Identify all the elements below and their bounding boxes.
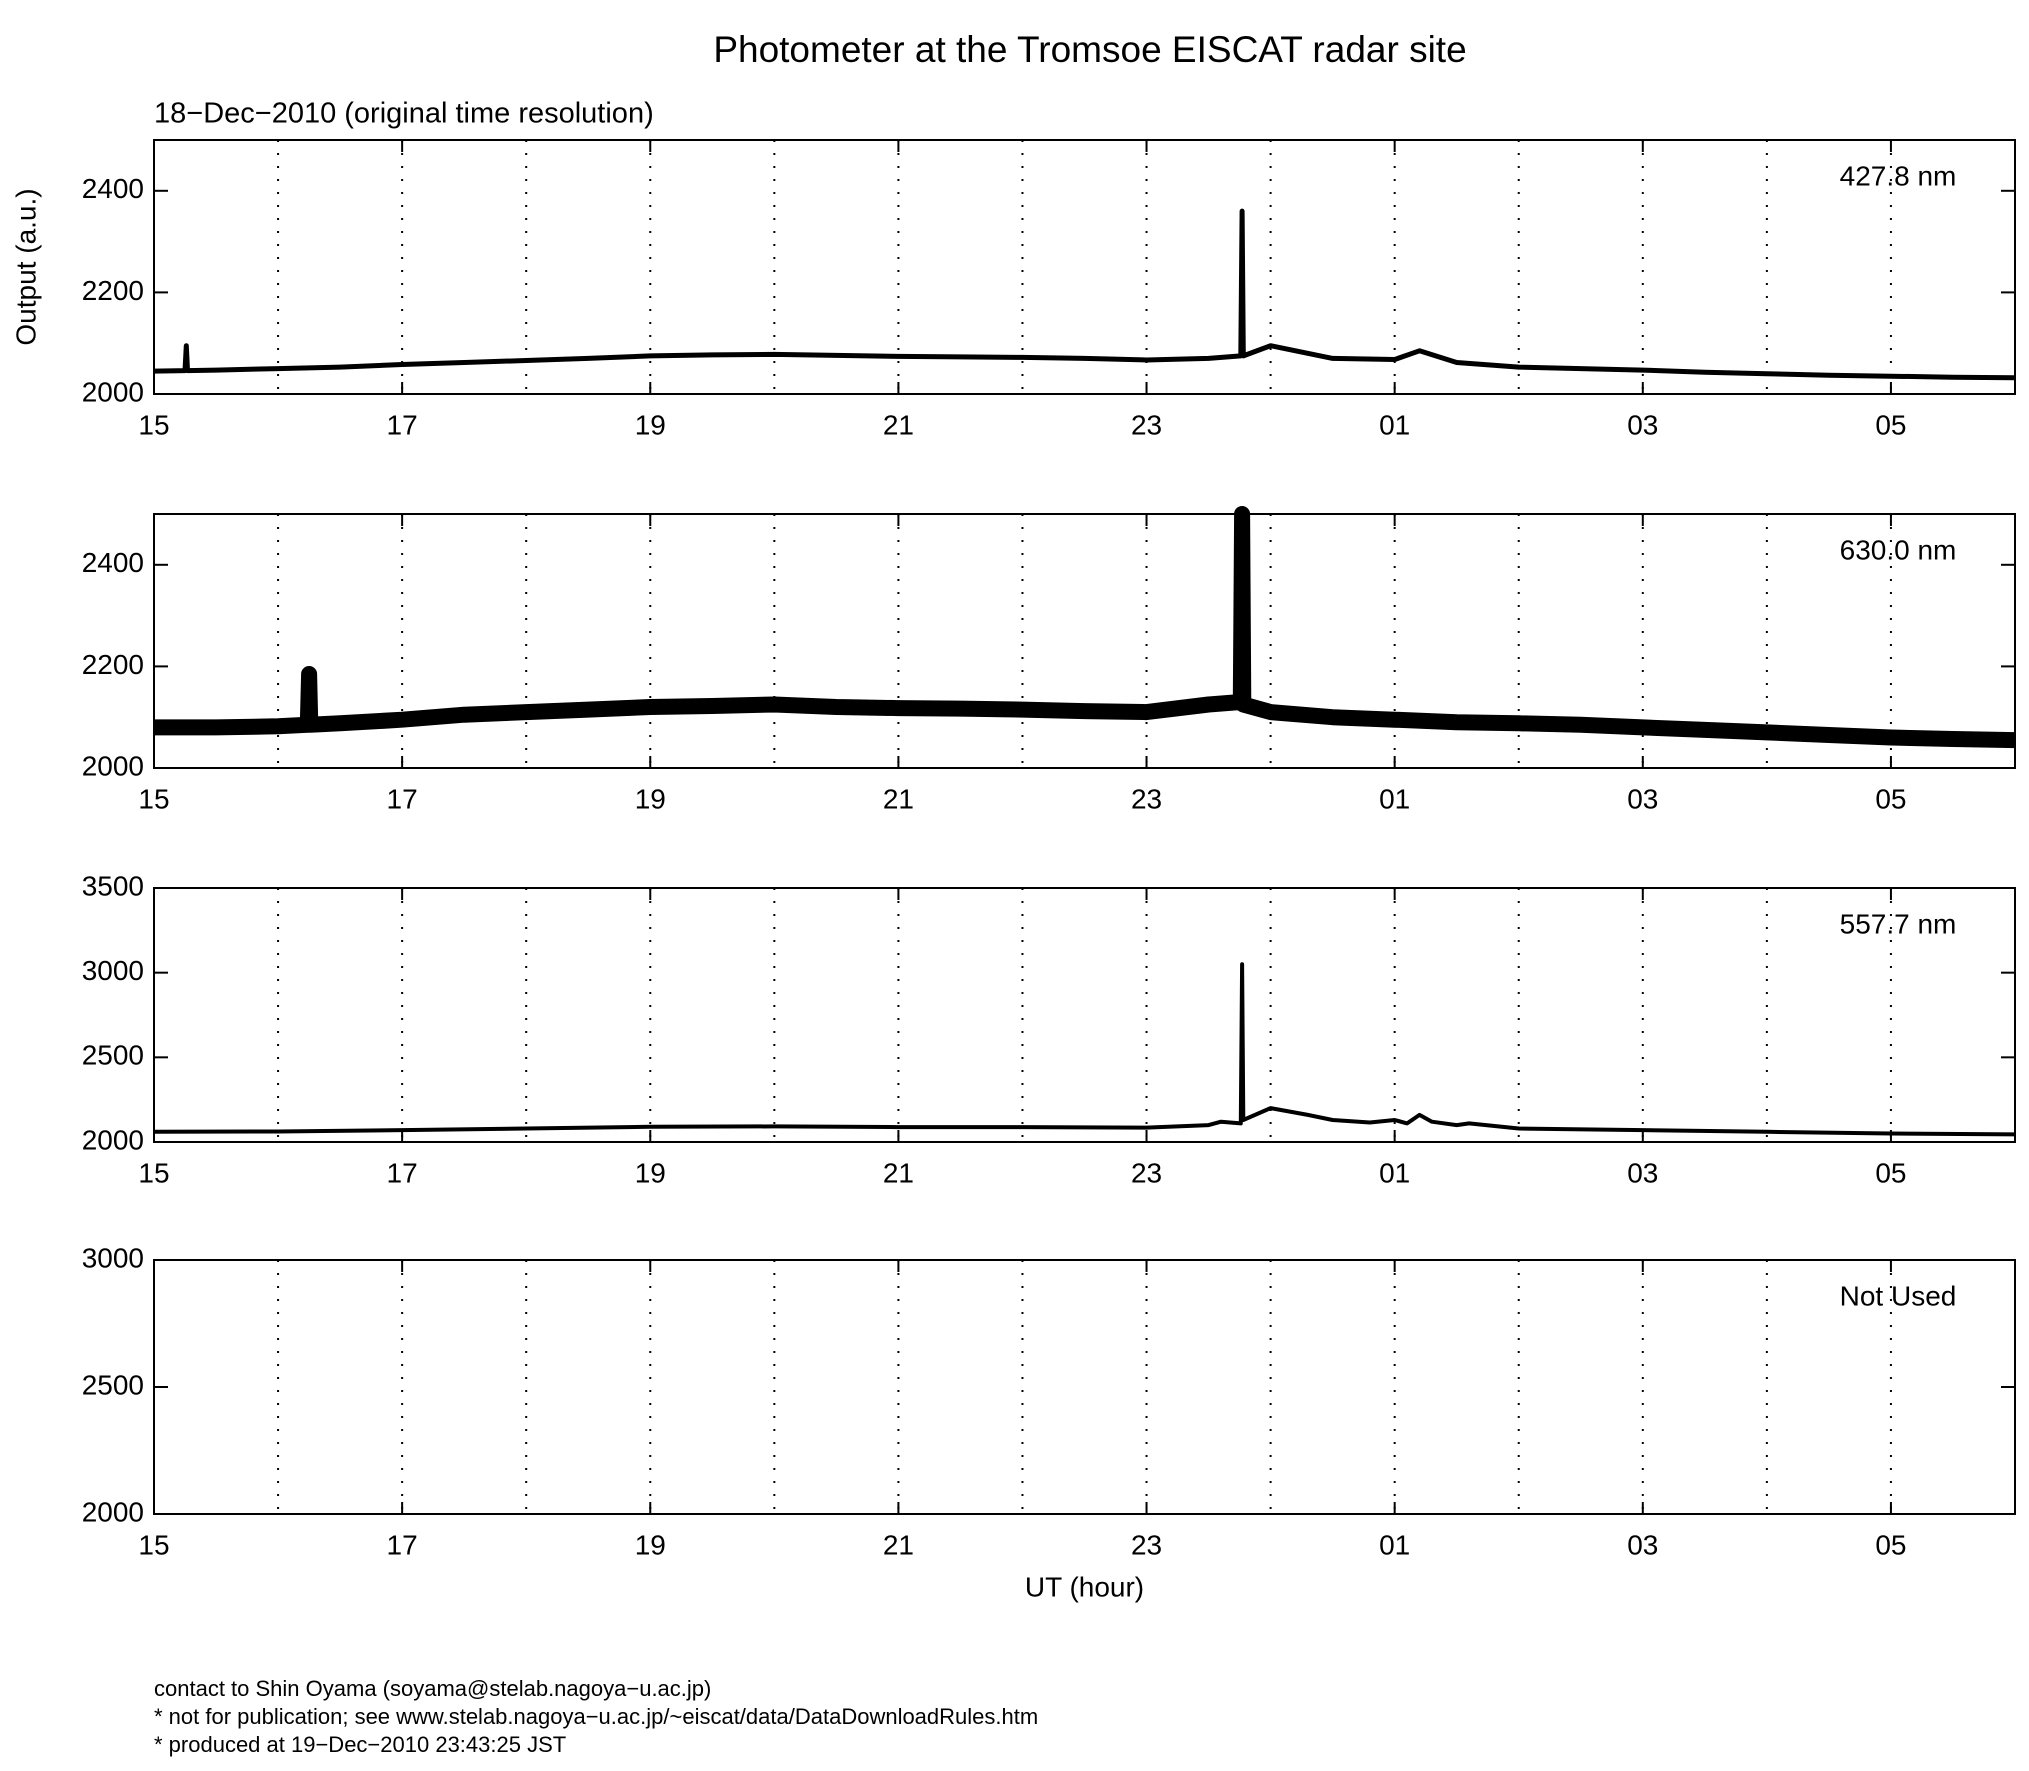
y-tick-label: 3000	[82, 955, 144, 986]
footer-line: * not for publication; see www.stelab.na…	[154, 1704, 1038, 1729]
x-tick-label: 01	[1379, 1157, 1410, 1188]
y-tick-label: 3000	[82, 1242, 144, 1273]
plot-frame	[153, 513, 2016, 769]
plot-frame	[153, 1259, 2016, 1515]
panel-annotation: 630.0 nm	[1840, 534, 1957, 565]
y-tick-label: 2400	[82, 547, 144, 578]
y-tick-label: 2200	[82, 649, 144, 680]
x-tick-label: 15	[138, 783, 169, 814]
x-tick-label: 01	[1379, 783, 1410, 814]
x-tick-label: 17	[387, 783, 418, 814]
x-tick-label: 17	[387, 409, 418, 440]
x-tick-label: 23	[1131, 783, 1162, 814]
y-tick-label: 2000	[82, 376, 144, 407]
x-tick-label: 19	[635, 1529, 666, 1560]
plot-frame	[153, 887, 2016, 1143]
x-tick-label: 23	[1131, 1157, 1162, 1188]
x-tick-label: 19	[635, 409, 666, 440]
page-title: Photometer at the Tromsoe EISCAT radar s…	[713, 29, 1466, 70]
x-tick-label: 21	[883, 409, 914, 440]
y-tick-label: 2000	[82, 1124, 144, 1155]
x-tick-label: 17	[387, 1529, 418, 1560]
x-tick-label: 21	[883, 1157, 914, 1188]
x-tick-label: 15	[138, 1529, 169, 1560]
x-tick-label: 03	[1627, 1529, 1658, 1560]
panel-annotation: 557.7 nm	[1840, 908, 1957, 939]
x-tick-label: 19	[635, 1157, 666, 1188]
x-tick-label: 21	[883, 1529, 914, 1560]
y-tick-label: 2000	[82, 1496, 144, 1527]
data-line	[153, 962, 2016, 1137]
footer-line: contact to Shin Oyama (soyama@stelab.nag…	[154, 1676, 711, 1701]
x-tick-label: 23	[1131, 1529, 1162, 1560]
x-tick-label: 01	[1379, 1529, 1410, 1560]
footer-line: * produced at 19−Dec−2010 23:43:25 JST	[154, 1732, 566, 1757]
panel-annotation: Not Used	[1840, 1280, 1957, 1311]
x-tick-label: 01	[1379, 409, 1410, 440]
y-tick-label: 3500	[82, 870, 144, 901]
data-line	[154, 506, 2016, 749]
x-tick-label: 05	[1875, 409, 1906, 440]
data-line	[153, 208, 2016, 381]
x-tick-label: 05	[1875, 783, 1906, 814]
subtitle: 18−Dec−2010 (original time resolution)	[154, 98, 654, 130]
x-tick-label: 15	[138, 409, 169, 440]
x-tick-label: 23	[1131, 409, 1162, 440]
y-axis-label: Output (a.u.)	[10, 188, 41, 345]
x-tick-label: 03	[1627, 1157, 1658, 1188]
y-tick-label: 2500	[82, 1040, 144, 1071]
panel-annotation: 427.8 nm	[1840, 160, 1957, 191]
x-tick-label: 05	[1875, 1157, 1906, 1188]
y-tick-label: 2200	[82, 275, 144, 306]
x-axis-label: UT (hour)	[1025, 1571, 1144, 1602]
x-tick-label: 21	[883, 783, 914, 814]
x-tick-label: 17	[387, 1157, 418, 1188]
plot-frame	[153, 139, 2016, 395]
x-tick-label: 03	[1627, 783, 1658, 814]
x-tick-label: 19	[635, 783, 666, 814]
x-tick-label: 05	[1875, 1529, 1906, 1560]
x-tick-label: 15	[138, 1157, 169, 1188]
y-tick-label: 2000	[82, 750, 144, 781]
x-tick-label: 03	[1627, 409, 1658, 440]
y-tick-label: 2500	[82, 1369, 144, 1400]
y-tick-label: 2400	[82, 173, 144, 204]
